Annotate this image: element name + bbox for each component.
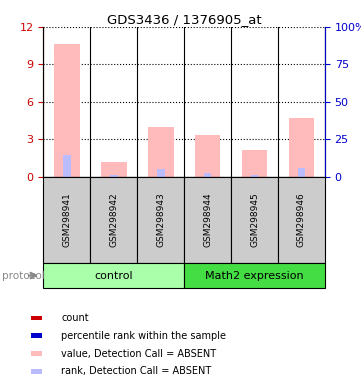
Text: GSM298945: GSM298945: [250, 192, 259, 247]
Text: rank, Detection Call = ABSENT: rank, Detection Call = ABSENT: [61, 366, 212, 376]
Bar: [90, 177, 137, 263]
Text: GSM298943: GSM298943: [156, 192, 165, 247]
Text: protocol: protocol: [2, 270, 44, 281]
Bar: [204, 173, 212, 177]
Text: GSM298941: GSM298941: [62, 192, 71, 247]
Bar: [157, 169, 165, 177]
Bar: [195, 136, 221, 177]
Bar: [231, 177, 278, 263]
Bar: [251, 175, 258, 177]
Bar: [288, 118, 314, 177]
Bar: [242, 151, 268, 177]
Bar: [101, 162, 127, 177]
Text: GSM298944: GSM298944: [203, 192, 212, 247]
Text: control: control: [95, 270, 133, 281]
Bar: [278, 177, 325, 263]
Bar: [43, 263, 184, 288]
Bar: [31, 369, 42, 374]
Bar: [31, 316, 42, 321]
Bar: [31, 333, 42, 338]
Text: percentile rank within the sample: percentile rank within the sample: [61, 331, 226, 341]
Bar: [137, 177, 184, 263]
Text: count: count: [61, 313, 89, 323]
Bar: [63, 156, 71, 177]
Text: GSM298942: GSM298942: [109, 192, 118, 247]
Bar: [148, 127, 174, 177]
Text: GSM298946: GSM298946: [297, 192, 306, 247]
Bar: [31, 351, 42, 356]
Title: GDS3436 / 1376905_at: GDS3436 / 1376905_at: [107, 13, 261, 26]
Bar: [43, 177, 90, 263]
Bar: [184, 263, 325, 288]
Bar: [54, 44, 80, 177]
Bar: [184, 177, 231, 263]
Bar: [110, 175, 118, 177]
Bar: [297, 168, 305, 177]
Text: value, Detection Call = ABSENT: value, Detection Call = ABSENT: [61, 349, 216, 359]
Text: Math2 expression: Math2 expression: [205, 270, 304, 281]
